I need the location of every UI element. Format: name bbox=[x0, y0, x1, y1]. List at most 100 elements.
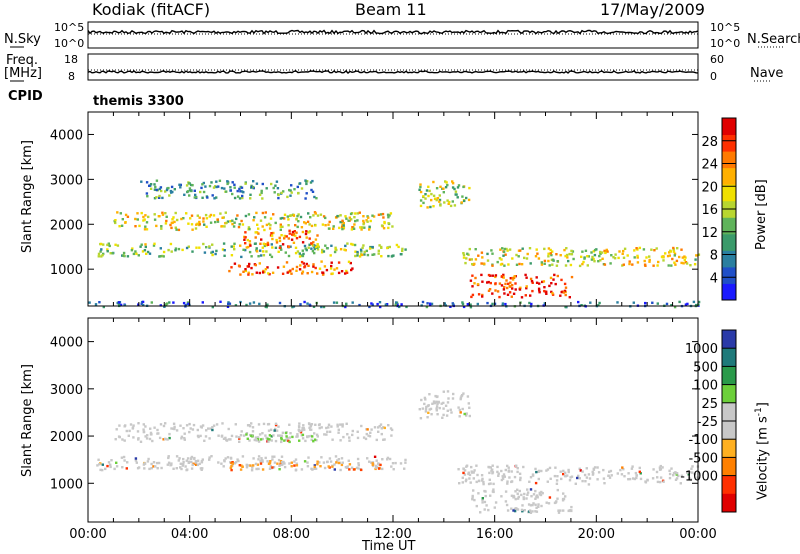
echo-cell bbox=[227, 181, 230, 184]
echo-cell bbox=[616, 472, 619, 475]
echo-cell bbox=[677, 474, 680, 478]
echo-cell bbox=[293, 230, 296, 233]
echo-cell bbox=[308, 230, 312, 233]
echo-cell bbox=[679, 482, 682, 485]
echo-cell bbox=[512, 276, 516, 279]
echo-cell bbox=[377, 249, 380, 252]
echo-cell bbox=[304, 222, 307, 225]
echo-cell bbox=[106, 248, 109, 251]
echo-cell bbox=[354, 212, 357, 215]
power-colorbar-tick-label: 28 bbox=[701, 135, 718, 150]
echo-cell bbox=[290, 191, 293, 194]
echo-cell bbox=[199, 467, 203, 470]
echo-cell bbox=[461, 476, 464, 479]
echo-cell bbox=[289, 432, 292, 435]
echo-cell bbox=[557, 509, 560, 512]
echo-cell bbox=[175, 467, 178, 470]
echo-cell bbox=[166, 463, 169, 466]
echo-cell bbox=[586, 255, 589, 258]
echo-cell bbox=[202, 217, 205, 220]
echo-cell bbox=[583, 473, 587, 477]
echo-cell bbox=[311, 250, 315, 253]
echo-cell bbox=[313, 251, 316, 255]
echo-cell bbox=[341, 425, 344, 428]
echo-cell bbox=[353, 243, 357, 247]
echo-cell bbox=[555, 264, 559, 267]
echo-cell bbox=[438, 194, 441, 197]
echo-cell bbox=[329, 460, 333, 463]
echo-cell bbox=[370, 302, 373, 305]
echo-cell bbox=[250, 266, 253, 270]
echo-cell bbox=[622, 256, 626, 259]
echo-cell bbox=[194, 227, 198, 230]
echo-cell bbox=[613, 257, 617, 260]
echo-cell bbox=[255, 271, 258, 274]
echo-cell bbox=[519, 249, 522, 252]
echo-cell bbox=[290, 184, 293, 187]
echo-cell bbox=[509, 285, 512, 288]
echo-cell bbox=[541, 280, 544, 284]
echo-cell bbox=[470, 258, 473, 261]
echo-cell bbox=[172, 467, 175, 470]
echo-cell bbox=[161, 213, 165, 216]
echo-cell bbox=[291, 435, 294, 439]
echo-cell bbox=[507, 282, 510, 285]
echo-cell bbox=[272, 186, 275, 190]
echo-cell bbox=[170, 427, 173, 430]
echo-cell bbox=[335, 267, 339, 270]
echo-cell bbox=[211, 305, 214, 309]
echo-cell bbox=[316, 243, 319, 246]
echo-cell bbox=[572, 257, 575, 261]
echo-cell bbox=[562, 469, 565, 473]
echo-cell bbox=[314, 238, 318, 241]
echo-cell bbox=[289, 194, 292, 197]
echo-cell bbox=[98, 301, 101, 304]
echo-cell bbox=[259, 438, 263, 441]
echo-cell bbox=[590, 251, 593, 254]
echo-cell bbox=[182, 427, 185, 430]
echo-cell bbox=[512, 509, 515, 512]
echo-cell bbox=[389, 212, 393, 215]
echo-cell bbox=[333, 468, 336, 471]
echo-cell bbox=[236, 195, 240, 198]
echo-cell bbox=[308, 243, 311, 246]
echo-cell bbox=[209, 213, 213, 217]
echo-cell bbox=[475, 464, 478, 467]
echo-cell bbox=[458, 482, 461, 485]
echo-cell bbox=[523, 509, 526, 512]
echo-cell bbox=[268, 438, 271, 441]
echo-cell bbox=[620, 473, 624, 476]
echo-cell bbox=[181, 248, 184, 252]
echo-cell bbox=[674, 263, 677, 266]
echo-cell bbox=[286, 271, 289, 274]
echo-cell bbox=[460, 201, 463, 204]
echo-cell bbox=[387, 424, 390, 427]
echo-cell bbox=[470, 295, 473, 299]
echo-cell bbox=[687, 473, 690, 476]
echo-cell bbox=[145, 181, 149, 184]
echo-cell bbox=[636, 254, 639, 258]
echo-cell bbox=[101, 463, 104, 466]
echo-cell bbox=[185, 459, 188, 462]
echo-cell bbox=[321, 273, 325, 276]
echo-cell bbox=[164, 190, 167, 193]
echo-cell bbox=[577, 474, 580, 478]
echo-cell bbox=[106, 464, 109, 468]
echo-cell bbox=[168, 436, 171, 440]
echo-cell bbox=[347, 459, 350, 462]
echo-cell bbox=[230, 266, 233, 269]
echo-cell bbox=[520, 263, 524, 266]
echo-cell bbox=[287, 218, 290, 221]
echo-cell bbox=[556, 497, 559, 500]
velocity-colorbar-cell bbox=[722, 402, 736, 422]
echo-cell bbox=[547, 259, 550, 263]
echo-cell bbox=[301, 230, 305, 234]
echo-cell bbox=[119, 212, 122, 215]
echo-cell bbox=[263, 244, 266, 248]
echo-cell bbox=[292, 233, 295, 236]
echo-cell bbox=[329, 254, 332, 257]
echo-cell bbox=[396, 303, 399, 306]
echo-cell bbox=[451, 200, 454, 203]
echo-cell bbox=[562, 492, 565, 495]
echo-cell bbox=[120, 456, 124, 459]
